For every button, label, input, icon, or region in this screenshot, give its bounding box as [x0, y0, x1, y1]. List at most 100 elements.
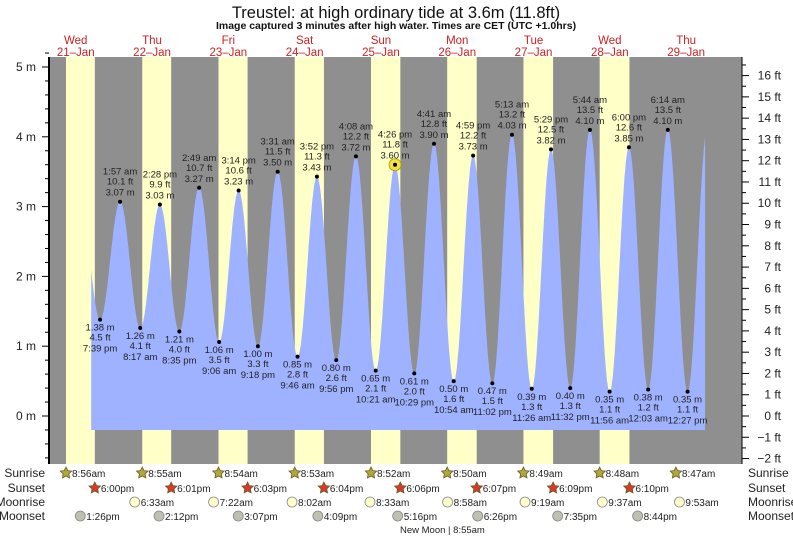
moonset-icon	[632, 510, 644, 522]
high-tide-m-label: 3.50 m	[263, 158, 292, 169]
low-tide-time-label: 12:27 pm	[668, 416, 708, 427]
low-tide-point	[646, 387, 651, 392]
day-weekday-label: Thu	[142, 35, 162, 47]
high-tide-point	[626, 145, 631, 150]
moonrise-row-label-left: Moonrise	[0, 495, 45, 509]
low-tide-m-label: 0.40 m	[556, 391, 585, 402]
moonset-row-label-right: Moonset	[748, 509, 793, 523]
high-tide-m-label: 3.90 m	[419, 130, 448, 141]
high-tide-point	[665, 127, 670, 132]
high-tide-ft-label: 11.8 ft	[382, 140, 408, 151]
sunrise-icon	[211, 466, 226, 479]
day-date-label: 25–Jan	[362, 47, 400, 59]
day-date-label: 21–Jan	[57, 47, 95, 59]
high-tide-ft-label: 12.2 ft	[460, 131, 487, 142]
low-tide-ft-label: 3.3 ft	[247, 359, 268, 370]
day-weekday-label: Tue	[524, 35, 543, 47]
right-axis-tick-label: 5 ft	[764, 303, 781, 317]
moonset-time-label: 8:44pm	[644, 512, 677, 523]
sunrise-row-label-left: Sunrise	[4, 466, 45, 480]
low-tide-point	[177, 329, 182, 334]
low-tide-m-label: 0.35 m	[595, 395, 624, 406]
low-tide-point	[98, 317, 103, 322]
high-tide-time-label: 3:14 pm	[221, 156, 255, 167]
moonrise-icon	[596, 496, 608, 508]
right-axis-tick-label: 3 ft	[764, 345, 781, 359]
high-tide-m-label: 3.72 m	[341, 142, 370, 153]
high-tide-point	[275, 169, 280, 174]
moonrise-icon	[129, 496, 141, 508]
low-tide-ft-label: 2.0 ft	[404, 386, 425, 397]
low-tide-point	[255, 344, 260, 349]
axes: Wed21–JanThu22–JanFri23–JanSat24–JanSun2…	[16, 35, 782, 466]
high-tide-point	[587, 127, 592, 132]
moonset-time-label: 1:26pm	[86, 512, 119, 523]
day-date-label: 29–Jan	[667, 47, 705, 59]
sunrise-time-label: 8:55am	[148, 469, 181, 480]
sunrise-icon	[364, 466, 378, 479]
moonset-icon	[312, 510, 324, 522]
high-tide-point	[197, 185, 202, 190]
day-date-label: 28–Jan	[591, 47, 629, 59]
moonrise-icon	[286, 496, 298, 508]
high-tide-ft-label: 11.3 ft	[304, 152, 330, 163]
high-tide-point	[548, 147, 553, 152]
low-tide-m-label: 0.65 m	[361, 374, 390, 385]
sunset-time-label: 6:07pm	[483, 484, 516, 495]
right-axis-tick-label: 14 ft	[758, 111, 782, 125]
low-tide-m-label: 0.35 m	[673, 395, 702, 406]
day-weekday-label: Wed	[64, 35, 87, 47]
low-tide-time-label: 10:29 pm	[394, 397, 434, 408]
day-weekday-label: Wed	[598, 35, 621, 47]
low-tide-ft-label: 1.1 ft	[677, 405, 698, 416]
high-tide-time-label: 6:00 pm	[612, 112, 646, 123]
sunrise-icon	[669, 466, 683, 479]
high-tide-ft-label: 13.2 ft	[499, 110, 526, 121]
moonrise-time-label: 8:02am	[298, 498, 331, 509]
moonset-icon	[232, 510, 244, 522]
sunset-time-label: 6:10pm	[635, 484, 668, 495]
low-tide-ft-label: 2.8 ft	[287, 370, 308, 381]
high-tide-ft-label: 12.8 ft	[421, 119, 448, 130]
sunset-time-label: 6:00pm	[101, 484, 134, 495]
moonset-time-label: 7:35pm	[564, 512, 597, 523]
moonrise-time-label: 8:33am	[376, 498, 409, 509]
low-tide-m-label: 1.06 m	[205, 345, 234, 356]
low-tide-time-label: 10:54 am	[434, 405, 474, 416]
high-tide-time-label: 4:59 pm	[456, 121, 490, 132]
high-tide-m-label: 3.27 m	[185, 174, 214, 185]
right-axis-tick-label: 15 ft	[758, 90, 782, 104]
high-tide-time-label: 5:29 pm	[534, 114, 568, 125]
right-axis-tick-label: −1 ft	[757, 430, 781, 444]
moonset-time-label: 4:09pm	[324, 512, 357, 523]
low-tide-point	[568, 386, 573, 391]
right-axis-tick-label: 13 ft	[758, 132, 782, 146]
low-tide-m-label: 1.26 m	[126, 331, 155, 342]
low-tide-time-label: 9:46 am	[280, 381, 314, 392]
sunset-icon	[622, 481, 637, 494]
high-tide-point	[157, 202, 162, 207]
low-tide-point	[412, 371, 417, 376]
high-tide-time-label: 3:52 pm	[300, 142, 334, 153]
high-tide-time-label: 2:49 am	[182, 153, 216, 164]
right-axis-tick-label: 6 ft	[764, 281, 781, 295]
sunrise-time-label: 8:50am	[453, 469, 486, 480]
sunset-icon	[470, 481, 484, 494]
sunrise-icon	[440, 466, 454, 479]
sunrise-icon	[516, 466, 530, 479]
high-tide-m-label: 3.43 m	[302, 163, 331, 174]
low-tide-point	[607, 389, 612, 394]
low-tide-point	[295, 354, 300, 359]
sunrise-icon	[135, 466, 149, 479]
sunrise-time-label: 8:56am	[72, 469, 105, 480]
high-tide-ft-label: 11.5 ft	[265, 147, 291, 158]
left-axis-tick-label: 5 m	[16, 60, 36, 74]
sunrise-time-label: 8:54am	[224, 469, 257, 480]
high-tide-time-label: 2:28 pm	[143, 170, 177, 181]
low-tide-time-label: 8:35 pm	[162, 356, 196, 367]
high-tide-m-label: 3.85 m	[614, 133, 643, 144]
high-tide-point	[118, 199, 123, 204]
sunset-time-label: 6:01pm	[177, 484, 210, 495]
high-tide-point	[314, 174, 319, 179]
